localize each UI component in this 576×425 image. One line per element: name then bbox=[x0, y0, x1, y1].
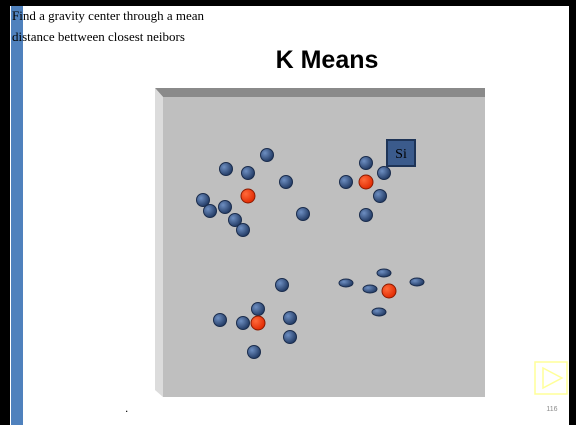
center-point bbox=[251, 316, 265, 330]
box-face bbox=[163, 97, 485, 397]
side-bar bbox=[11, 6, 23, 425]
center-point bbox=[359, 175, 373, 189]
note-line: distance bettween closest neibors bbox=[12, 29, 185, 44]
label-box-text: Si bbox=[395, 147, 407, 162]
slide: Find a gravity center through a mean dis… bbox=[0, 0, 576, 425]
center-point bbox=[241, 189, 255, 203]
box-side bbox=[155, 88, 163, 397]
note-line: Find a gravity center through a mean bbox=[12, 8, 205, 23]
page-number: 116 bbox=[546, 406, 557, 413]
footer-mark: . bbox=[125, 401, 128, 415]
frame-left bbox=[0, 0, 10, 425]
frame-right bbox=[569, 0, 576, 425]
box-top bbox=[155, 88, 485, 97]
slide-title: K Means bbox=[276, 46, 379, 74]
frame-top bbox=[0, 0, 576, 6]
center-point bbox=[382, 284, 396, 298]
